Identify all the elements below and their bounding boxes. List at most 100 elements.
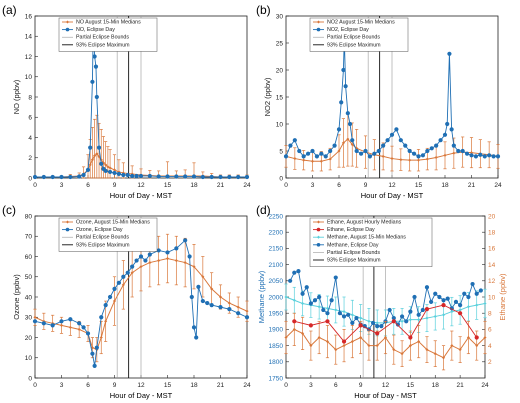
data-point (288, 143, 293, 148)
x-axis-label: Hour of Day - MST (354, 391, 417, 400)
data-point (416, 154, 421, 159)
y-tick-label: 4 (28, 135, 32, 142)
data-point (395, 322, 401, 327)
y-right-tick-label: 20 (488, 213, 496, 220)
data-point (473, 154, 479, 159)
data-point (236, 305, 240, 309)
y-right-tick-label: 4 (488, 343, 492, 350)
data-point (68, 317, 73, 322)
data-point (346, 312, 351, 317)
y-axis-label: NO2 (ppbv) (263, 77, 272, 116)
x-tick-label: 21 (468, 182, 476, 189)
data-point (483, 335, 487, 340)
data-point (325, 306, 330, 310)
data-point (329, 298, 334, 303)
data-point (466, 305, 470, 309)
y-tick-label: 10 (276, 121, 284, 128)
series-line (294, 304, 478, 343)
x-tick-label: 21 (217, 182, 225, 189)
legend-marker (65, 227, 70, 232)
data-point (244, 174, 250, 180)
data-point (210, 287, 214, 291)
y-tick-label: 1850 (269, 343, 284, 350)
data-point (381, 154, 385, 158)
data-point (325, 319, 330, 324)
chart-panel-4: (d)0 3 6 9 12 15 18 21 2417501800185019001950200… (256, 203, 507, 400)
data-point (337, 311, 342, 316)
data-point (174, 246, 179, 251)
data-point (107, 169, 113, 175)
data-point (434, 143, 439, 148)
legend-box (309, 217, 433, 267)
data-point (403, 143, 408, 148)
data-point (116, 171, 122, 177)
data-point (363, 148, 368, 154)
data-point (244, 315, 250, 320)
y-tick-label: 0 (28, 175, 32, 182)
data-point (218, 305, 223, 310)
data-point (138, 254, 144, 259)
data-point (333, 275, 338, 280)
legend-label: Partial Eclipse Bounds (76, 235, 129, 241)
data-point (466, 294, 471, 300)
series-1 (33, 233, 249, 363)
data-point (50, 174, 55, 180)
data-point (312, 298, 318, 303)
data-point (345, 111, 350, 116)
x-tick-label: 15 (164, 382, 172, 389)
data-point (59, 319, 64, 324)
data-point (408, 344, 412, 348)
legend-label: Methane, August 15-Min Medians (327, 235, 406, 241)
y-right-tick-label: 12 (488, 278, 496, 285)
data-point (342, 344, 346, 348)
data-point (310, 159, 315, 163)
data-point (379, 324, 384, 329)
data-point (376, 148, 381, 154)
data-point (96, 145, 102, 150)
data-point (194, 335, 199, 340)
data-point (85, 331, 91, 336)
x-axis-label: Hour of Day - MST (110, 191, 173, 200)
legend-marker (65, 20, 70, 24)
data-point (310, 148, 315, 154)
data-point (420, 307, 425, 313)
data-point (442, 132, 448, 137)
data-point (68, 325, 72, 329)
data-point (165, 256, 170, 261)
data-point (94, 94, 99, 100)
data-point (367, 319, 371, 323)
y-axis-label: NO (ppbv) (12, 79, 21, 114)
x-tick-label: 24 (243, 182, 251, 189)
data-point (474, 335, 479, 340)
x-tick-label: 9 (359, 382, 363, 389)
data-point (325, 339, 330, 344)
data-point (487, 153, 492, 158)
data-point (400, 352, 404, 356)
data-point (358, 323, 363, 328)
data-point (236, 174, 241, 180)
data-point (398, 138, 403, 143)
x-tick-label: 3 (309, 382, 313, 389)
data-point (416, 158, 421, 162)
data-point (424, 307, 430, 312)
legend-label: Partial Eclipse Bounds (327, 250, 380, 256)
data-point (475, 303, 479, 307)
y-tick-label: 12 (25, 54, 33, 61)
x-axis-label: Hour of Day - MST (110, 391, 173, 400)
data-point (301, 331, 305, 336)
data-point (32, 319, 38, 324)
legend-label: Ozone, August 15-Min Medians (76, 220, 150, 226)
y-tick-label: 10 (25, 74, 33, 81)
data-point (354, 148, 359, 154)
x-tick-label: 24 (481, 382, 489, 389)
data-point (121, 172, 126, 178)
panel-label: (a) (2, 3, 17, 17)
data-point (209, 174, 214, 180)
legend-label: NO2 August 15-Min Medians (327, 20, 395, 26)
legend-marker (316, 27, 321, 32)
data-point (88, 163, 92, 167)
data-point (429, 299, 434, 304)
